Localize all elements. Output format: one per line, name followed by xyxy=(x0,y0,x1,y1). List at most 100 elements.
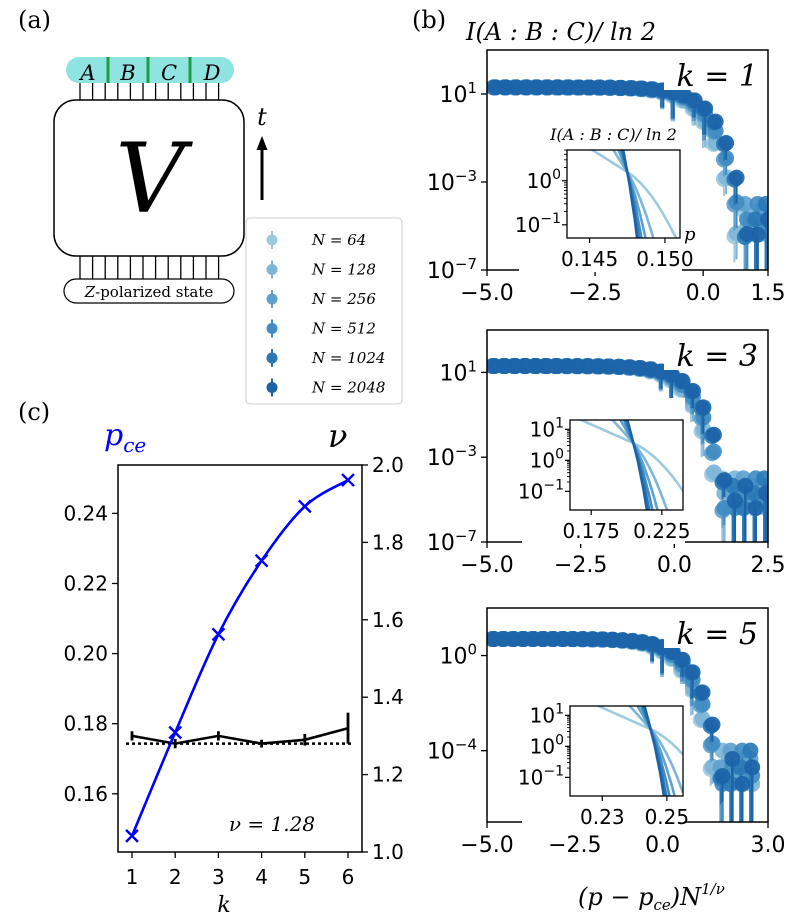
x-tick-label: 1.5 xyxy=(751,281,786,306)
legend-marker xyxy=(266,352,278,364)
x-tick-label: 0.0 xyxy=(686,281,721,306)
time-label: t xyxy=(257,103,267,131)
inset-series-line xyxy=(578,420,683,492)
data-point xyxy=(760,211,768,228)
inset-x-tick-label: 0.175 xyxy=(563,519,620,543)
y-tick-label-base: 10 xyxy=(439,361,467,386)
legend-label: N = 2048 xyxy=(311,379,385,397)
circuit-diagram: A B C D V Z-polarized state t xyxy=(53,57,268,304)
panel-c-xlabel: k xyxy=(217,893,230,918)
x-tick-label: 0.0 xyxy=(645,833,680,858)
x-tick-label: 1 xyxy=(126,865,139,889)
y-tick-label-exp: −7 xyxy=(455,527,477,545)
inset-y-tick-label-base: 10 xyxy=(518,765,543,789)
x-tick-label: −2.5 xyxy=(548,833,601,858)
panel-c-right-label: ν xyxy=(328,417,347,455)
y-tick-label: 101 xyxy=(439,357,477,386)
inset-y-tick-label: 100 xyxy=(527,167,561,193)
legend-label: N = 128 xyxy=(311,261,376,279)
k-label-bg xyxy=(664,336,762,370)
inset-y-tick-label-exp: 1 xyxy=(555,701,564,717)
x-tick-label: 3 xyxy=(212,865,225,889)
inset-x-tick-label: 0.23 xyxy=(580,805,625,829)
xlabel-rest: )N xyxy=(670,883,702,911)
y-tick-label-exp: −3 xyxy=(455,442,477,460)
panel-a-label: (a) xyxy=(18,6,51,34)
y-tick-label: 10−7 xyxy=(427,527,477,556)
legend-marker xyxy=(266,264,278,275)
nu-ref-text: ν = 1.28 xyxy=(229,812,315,836)
inset-series-line xyxy=(595,706,683,756)
inset-y-tick-label: 101 xyxy=(530,701,564,727)
x-tick-label: −5.0 xyxy=(460,553,513,578)
y-tick-label: 10−4 xyxy=(427,736,477,765)
inset-series-line xyxy=(628,706,683,793)
inset-title: I(A : B : C)/ ln 2 xyxy=(549,125,677,144)
inset-p-label: p xyxy=(684,224,696,245)
x-tick-label: −5.0 xyxy=(460,281,513,306)
legend-marker xyxy=(266,234,278,246)
pce-main: p xyxy=(104,418,123,453)
data-area xyxy=(487,358,768,542)
legend-entries: N = 64 N = 128 N = 256 N = 512 N = 1024 N = 2… xyxy=(266,231,385,397)
data-point xyxy=(742,742,759,759)
legend-label: N = 512 xyxy=(311,320,376,338)
inset-series-line xyxy=(622,420,654,510)
left-y-tick-label: 0.18 xyxy=(63,712,108,736)
data-point xyxy=(758,485,768,502)
y-tick-label-exp: −7 xyxy=(455,255,477,273)
x-tick-label: 5 xyxy=(298,865,311,889)
panel-c-left-label: pce xyxy=(104,418,146,457)
initial-state-rest: -polarized state xyxy=(95,283,213,301)
legend: N = 64 N = 128 N = 256 N = 512 N = 1024 N = 2… xyxy=(245,217,403,405)
x-tick-label: 2 xyxy=(169,865,182,889)
data-point xyxy=(674,373,691,390)
inset-x-tick-label: 0.225 xyxy=(633,519,690,543)
data-point xyxy=(718,134,735,151)
legend-label: N = 64 xyxy=(311,231,366,249)
data-point xyxy=(684,382,701,399)
initial-state-box xyxy=(63,278,235,304)
data-point xyxy=(695,399,712,416)
y-tick-label-base: 10 xyxy=(439,83,467,108)
y-tick-label: 10−7 xyxy=(427,255,477,284)
k-label: k = 1 xyxy=(677,59,758,94)
pce-marker xyxy=(211,627,226,642)
right-y-tick-label: 1.2 xyxy=(372,763,404,787)
inset-y-tick-label: 10−1 xyxy=(518,477,564,503)
panel-b-xlabel: (p − pce)N1/ν xyxy=(578,880,725,914)
data-point xyxy=(697,100,714,117)
legend-marker xyxy=(266,323,278,334)
input-qubit-legs xyxy=(79,256,220,279)
right-y-tick-label: 1.8 xyxy=(372,530,404,554)
x-tick-label: −2.5 xyxy=(568,281,621,306)
inset-y-tick-label: 10−1 xyxy=(515,211,561,237)
series-N2048 xyxy=(487,630,761,822)
pce-marker xyxy=(341,473,355,487)
data-point xyxy=(757,196,768,212)
inset-y-tick-label-exp: 1 xyxy=(555,415,564,431)
inset-y-tick-label: 101 xyxy=(530,415,564,441)
y-tick-label-exp: 1 xyxy=(467,79,477,97)
y-tick-label: 100 xyxy=(439,641,477,670)
inset-y-tick-label: 10−1 xyxy=(518,763,564,789)
inset-y-tick-label-exp: −1 xyxy=(543,477,564,493)
inset-y-tick-label-base: 10 xyxy=(518,479,543,503)
unitary-box xyxy=(53,99,245,257)
inset-data-area xyxy=(589,150,678,238)
pce-sub: ce xyxy=(123,433,146,457)
x-tick-label: 4 xyxy=(255,865,268,889)
k-label: k = 5 xyxy=(677,617,758,652)
inset-series-line xyxy=(619,420,659,510)
data-point xyxy=(707,113,724,130)
y-tick-label: 101 xyxy=(439,79,477,108)
inset-y-tick-label-base: 10 xyxy=(530,448,555,472)
inset-y-tick-label-base: 10 xyxy=(530,417,555,441)
right-y-tick-label: 1.0 xyxy=(372,840,404,864)
left-y-tick-label: 0.20 xyxy=(63,642,108,666)
inset-y-tick-label-base: 10 xyxy=(527,169,552,193)
data-point xyxy=(744,759,761,776)
left-y-tick-label: 0.22 xyxy=(63,571,108,595)
